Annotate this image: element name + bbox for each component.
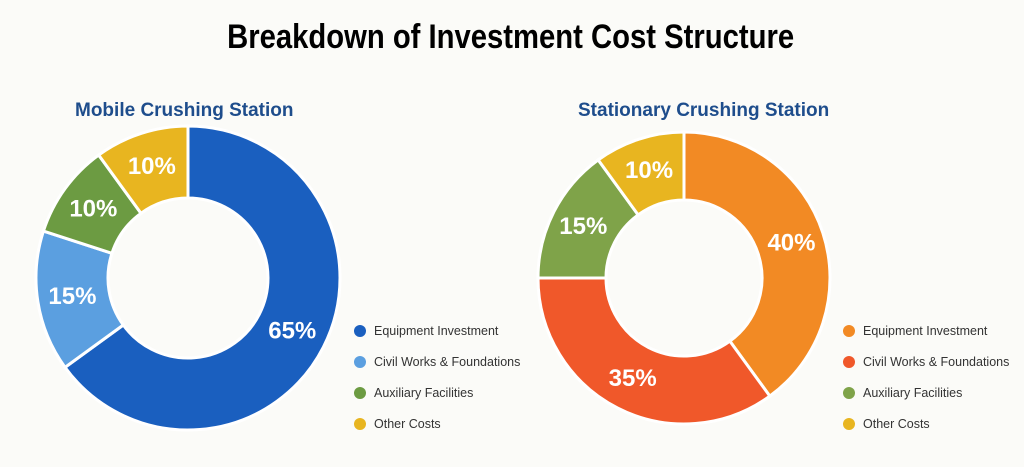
legend-swatch: [354, 417, 366, 430]
legend-swatch: [354, 324, 366, 337]
legend-item: Equipment Investment: [843, 315, 1009, 346]
donut-slice: [682, 130, 832, 399]
slice-label: 15%: [559, 213, 607, 240]
legend-label: Civil Works & Foundations: [863, 354, 1010, 369]
legend-label: Civil Works & Foundations: [374, 354, 521, 369]
slice-label: 40%: [767, 230, 815, 257]
legend-label: Equipment Investment: [863, 323, 988, 338]
legend-label: Other Costs: [374, 416, 441, 431]
legend-swatch: [843, 324, 855, 337]
legend-item: Auxiliary Facilities: [354, 377, 520, 408]
chart-title: Mobile Crushing Station: [75, 100, 294, 121]
slice-label: 10%: [69, 196, 117, 223]
legend-label: Other Costs: [863, 416, 930, 431]
legend-item: Other Costs: [843, 408, 1009, 439]
mobile-crushing-chart: Mobile Crushing Station 65% 15% 10% 10% Equ…: [34, 100, 520, 439]
legend-item: Equipment Investment: [354, 315, 520, 346]
donut-slice: [536, 276, 772, 426]
legend-swatch: [843, 417, 855, 430]
legend-swatch: [843, 355, 855, 368]
slice-label: 65%: [268, 318, 316, 345]
legend-item: Other Costs: [354, 408, 520, 439]
legend-label: Equipment Investment: [374, 323, 499, 338]
legend-item: Civil Works & Foundations: [354, 346, 520, 377]
slice-label: 15%: [48, 283, 96, 310]
donut-chart: 65% 15% 10% 10%: [34, 124, 342, 432]
legend: Equipment Investment Civil Works & Found…: [843, 315, 1009, 439]
legend-swatch: [354, 386, 366, 399]
donut-slice: [96, 124, 190, 216]
donut-slice: [596, 130, 686, 217]
legend-label: Auxiliary Facilities: [863, 385, 963, 400]
legend-label: Auxiliary Facilities: [374, 385, 474, 400]
legend-swatch: [843, 386, 855, 399]
slice-label: 35%: [609, 365, 657, 392]
legend-item: Civil Works & Foundations: [843, 346, 1009, 377]
slice-label: 10%: [128, 153, 176, 180]
slice-label: 10%: [625, 157, 673, 184]
chart-title: Stationary Crushing Station: [578, 100, 830, 121]
page-title: Breakdown of Investment Cost Structure: [227, 18, 795, 56]
legend-item: Auxiliary Facilities: [843, 377, 1009, 408]
legend-swatch: [354, 355, 366, 368]
legend: Equipment Investment Civil Works & Found…: [354, 315, 520, 439]
donut-slice: [62, 124, 342, 432]
